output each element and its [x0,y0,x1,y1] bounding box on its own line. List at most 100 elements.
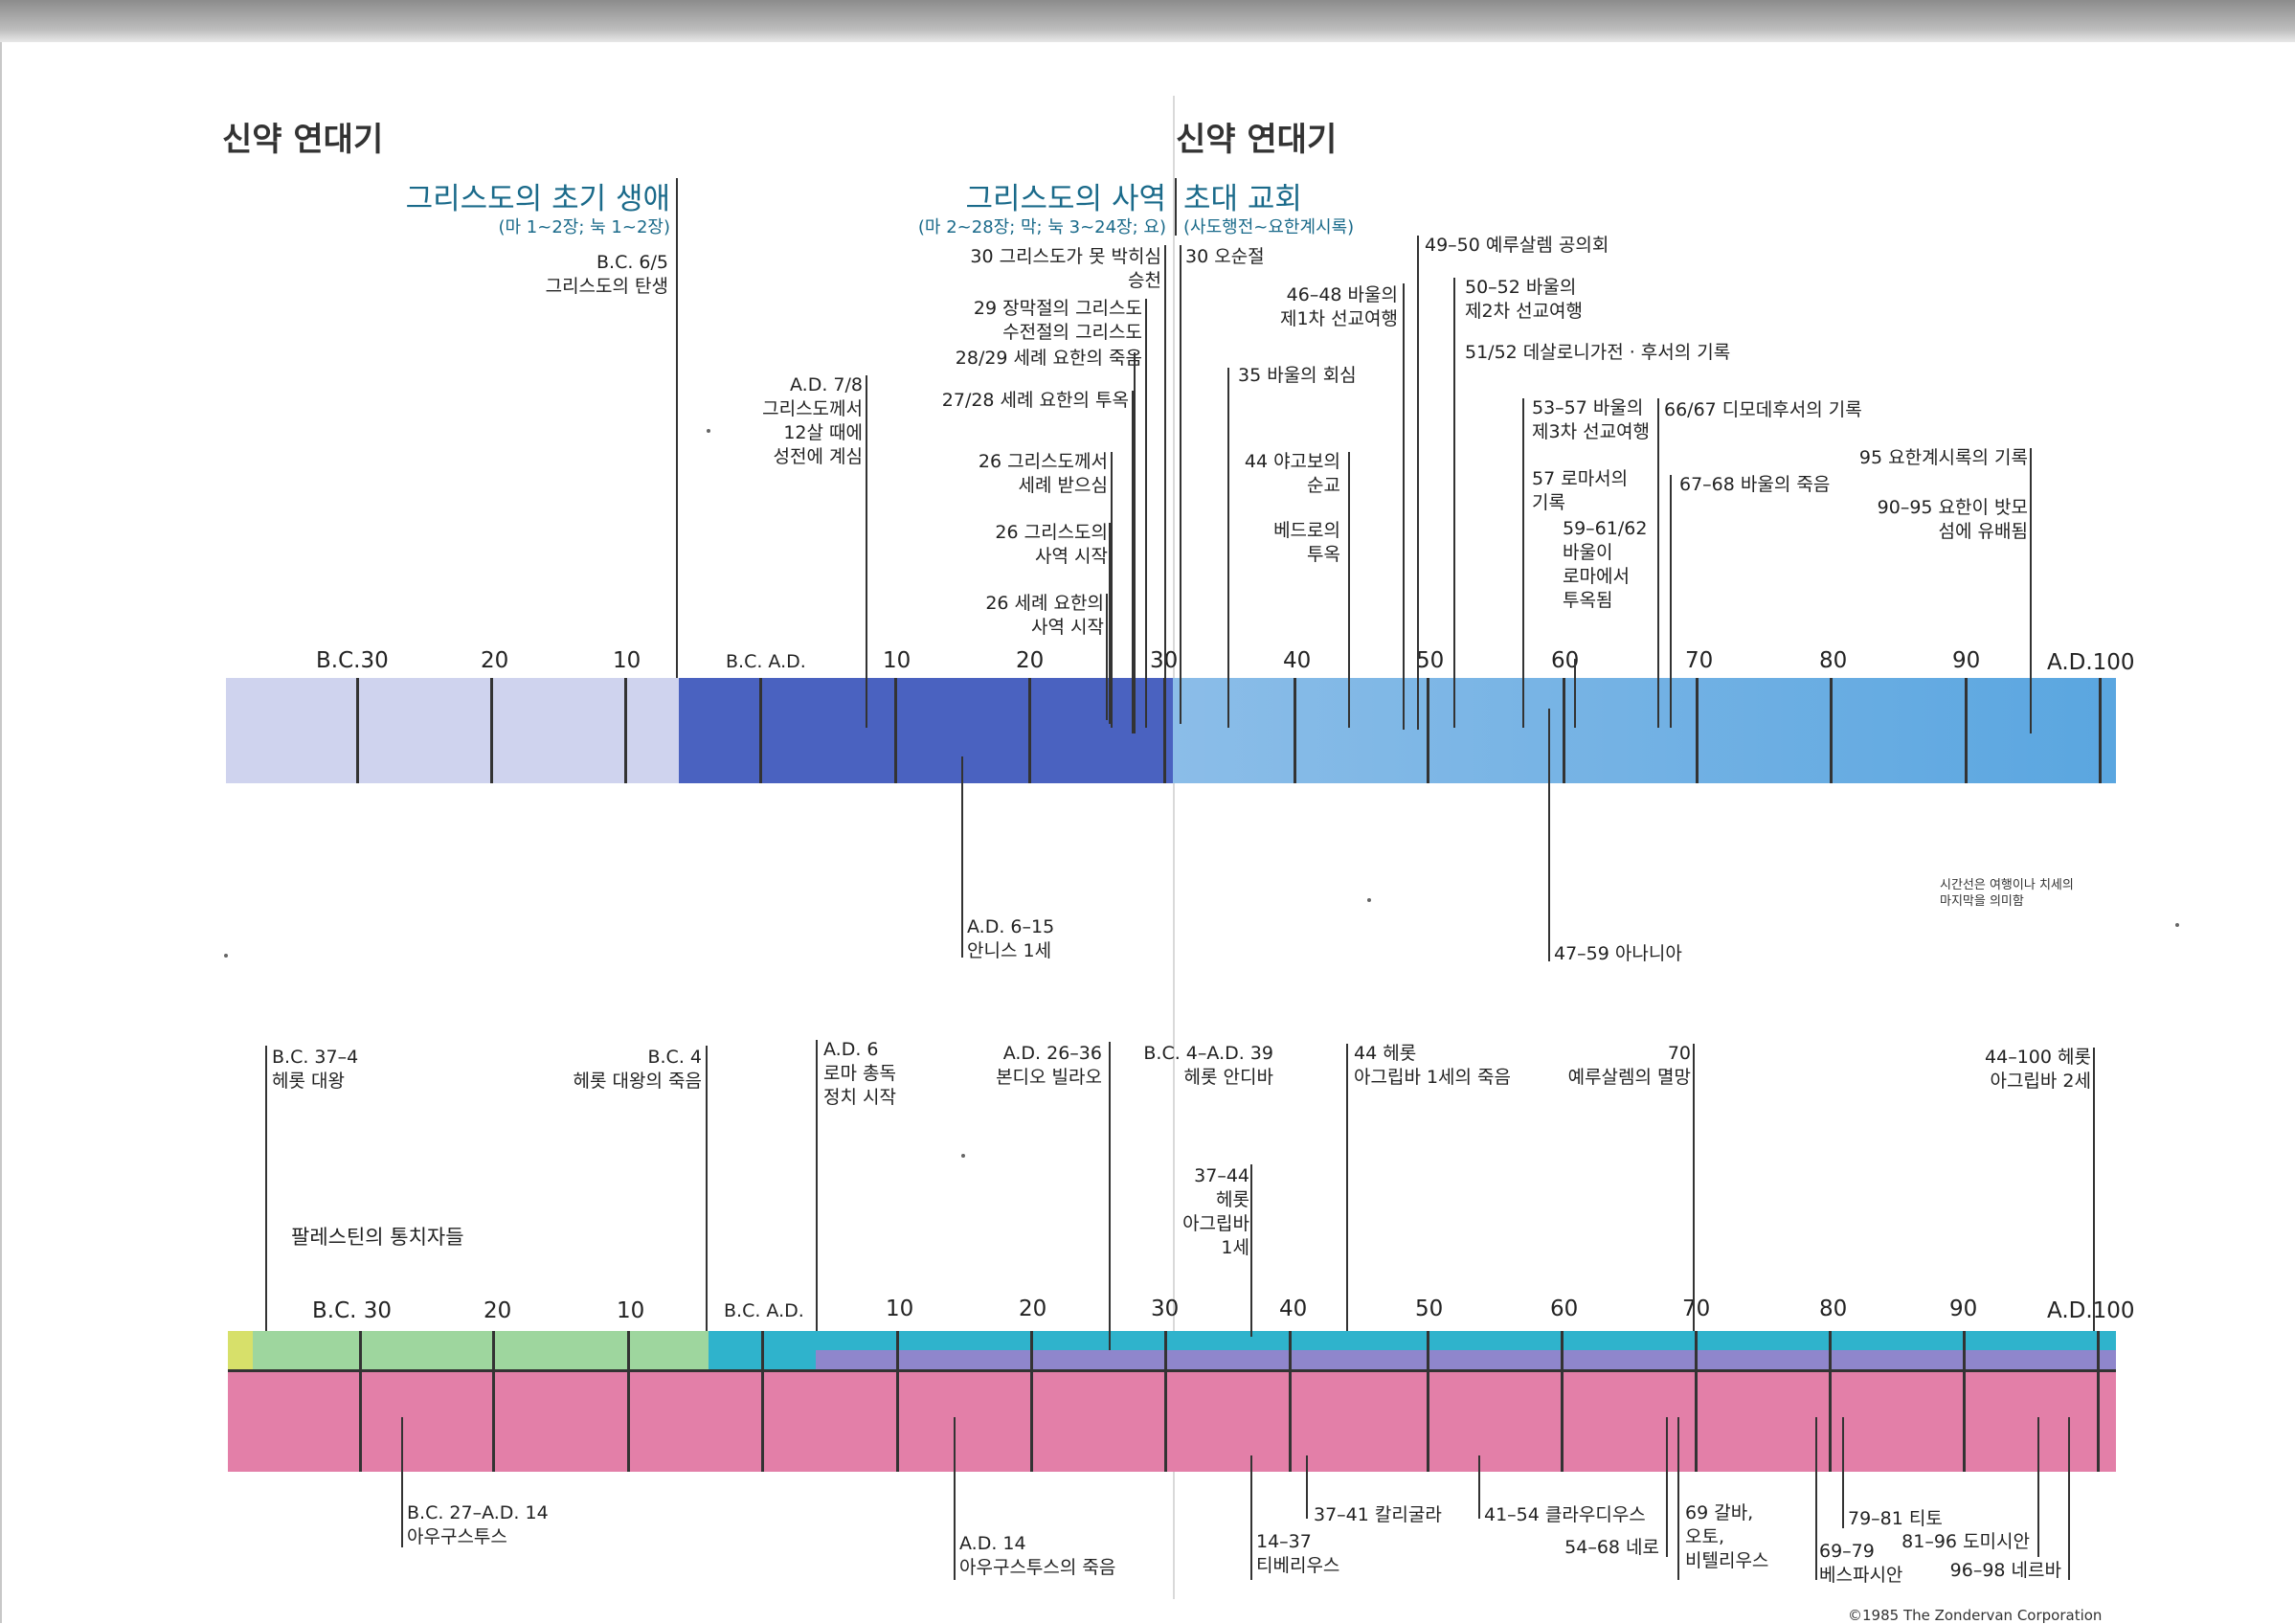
ruler-line [1250,1455,1252,1580]
event-line [1453,278,1455,728]
timeline2-tick [1164,1331,1167,1472]
rulers-purple-band [816,1350,2116,1371]
timeline2-axis-label: 30 [1151,1297,1180,1321]
event-journey-2: 50–52 바울의 제2차 선교여행 [1465,277,1584,322]
timeline2-axis-label: B.C. 30 [312,1298,393,1323]
event-john-prison: 27/28 세례 요한의 투옥 [941,390,1129,411]
ruler-line [1677,1417,1679,1580]
event-line [1657,398,1659,728]
event-line [676,247,678,678]
ruler-line [1346,1044,1348,1331]
timeline2-tick [896,1331,899,1472]
rulers-teal-band-upper [816,1331,2116,1350]
event-line [1670,475,1672,728]
event-line [2030,448,2032,733]
scan-speck [707,429,710,433]
event-ministry-start: 26 그리스도의 사역 시작 [995,522,1108,567]
timeline2-axis-label: 10 [617,1298,645,1323]
ruler-domitian: 81–96 도미시안 [1901,1531,2030,1552]
timeline2-axis-label: B.C. A.D. [724,1300,804,1321]
ruler-herod-antipas: B.C. 4–A.D. 39 헤롯 안디바 [1143,1043,1273,1088]
ruler-roman-governors: A.D. 6 로마 총독 정치 시작 [823,1039,896,1108]
event-annas: A.D. 6–15 안니스 1세 [967,916,1055,961]
scan-top-shadow [0,0,2295,42]
event-line [1109,523,1111,724]
timeline1-axis-label: 30 [1150,648,1178,673]
timeline-note: 시간선은 여행이나 치세의 마지막을 의미함 [1940,878,2074,909]
timeline2-axis-label: 60 [1550,1297,1579,1321]
ruler-claudius: 41–54 클라우디우스 [1484,1504,1646,1525]
timeline2-tick [359,1331,362,1472]
ruler-line [2093,1048,2095,1331]
rulers-band-divider [228,1369,2116,1372]
event-patmos: 90–95 요한이 밧모 섬에 유배됨 [1877,497,2028,542]
ruler-line [1842,1417,1844,1528]
event-christ-birth: B.C. 6/5 그리스도의 탄생 [545,252,668,297]
timeline1-tick [1563,678,1565,783]
event-paul-death: 67–68 바울의 죽음 [1679,474,1831,495]
ruler-line [2037,1417,2039,1557]
timeline2-axis-label: 20 [484,1298,512,1323]
ruler-nerva: 96–98 네르바 [1949,1560,2061,1581]
timeline2-tick [1030,1331,1033,1472]
timeline2-axis-label: A.D.100 [2047,1298,2135,1323]
timeline1-tick [2099,678,2102,783]
timeline1-bc-band [226,678,679,783]
event-romans: 57 로마서의 기록 [1532,468,1629,513]
timeline1-axis-label: 20 [481,648,509,673]
ruler-line [1815,1417,1817,1580]
timeline1-axis-label: 10 [883,648,911,673]
copyright-footer: ©1985 The Zondervan Corporation [1848,1607,2103,1624]
timeline2-tick [1963,1331,1966,1472]
timeline1-axis-label: B.C.30 [316,648,389,673]
ruler-line [265,1046,267,1331]
ruler-line [1250,1164,1252,1337]
timeline2-axis-label: 20 [1019,1297,1047,1321]
event-line [1403,283,1405,730]
event-temple-age-12: A.D. 7/8 그리스도께서 12살 때에 성전에 계심 [762,374,863,467]
timeline2-tick [761,1331,764,1472]
event-revelation: 95 요한계시록의 기록 [1858,447,2028,468]
timeline1-tick [490,678,493,783]
timeline2-tick [627,1331,630,1472]
timeline1-tick [1163,678,1166,783]
ruler-line [706,1046,708,1331]
event-line [1111,452,1113,728]
event-crucifixion: 30 그리스도가 못 박히심 승천 [970,246,1161,291]
scan-speck [1367,898,1371,902]
scan-speck [224,954,228,958]
ruler-line [1109,1042,1111,1350]
timeline2-axis-label: 40 [1279,1297,1308,1321]
ruler-vespasian: 69–79 베스파시안 [1819,1541,1903,1586]
event-john-death: 28/29 세례 요한의 죽음 [955,348,1142,369]
ruler-galba-otho-vitellius: 69 갈바, 오토, 비텔리우스 [1685,1502,1769,1571]
timeline1-axis-label: B.C. A.D. [726,651,806,672]
ruler-line [1666,1417,1668,1557]
section-divider [676,178,678,247]
timeline1-axis-label: 90 [1952,648,1981,673]
ruler-herod-great: B.C. 37–4 헤롯 대왕 [272,1047,359,1092]
timeline2-axis-label: 70 [1682,1297,1711,1321]
timeline1-tick [1696,678,1699,783]
scan-left-edge [0,42,2,1623]
timeline1-axis-label: 80 [1819,648,1848,673]
ruler-pilate: A.D. 26–36 본디오 빌라오 [996,1043,1102,1088]
timeline1-axis-label: 70 [1685,648,1714,673]
page-title-left: 신약 연대기 [222,121,384,159]
event-peter-prison: 베드로의 투옥 [1273,520,1340,565]
event-line [1106,594,1108,720]
section-sub-early-life: (마 1~2장; 눅 1~2장) [498,217,671,237]
event-line [1145,299,1147,728]
timeline2-axis-label: 10 [886,1297,914,1321]
ruler-agrippa-1-death: 44 헤롯 아그립바 1세의 죽음 [1354,1043,1512,1088]
scan-speck [2175,923,2179,927]
event-line [866,375,867,728]
event-line [1227,368,1229,728]
event-line [1348,452,1350,728]
timeline2-tick [2097,1331,2100,1472]
ruler-nero: 54–68 네로 [1564,1537,1659,1558]
rulers-section-title: 팔레스틴의 통치자들 [291,1226,464,1249]
timeline1-tick [624,678,627,783]
event-ananias: 47–59 아나니아 [1554,943,1682,964]
event-journey-3: 53–57 바울의 제3차 선교여행 [1532,397,1651,442]
